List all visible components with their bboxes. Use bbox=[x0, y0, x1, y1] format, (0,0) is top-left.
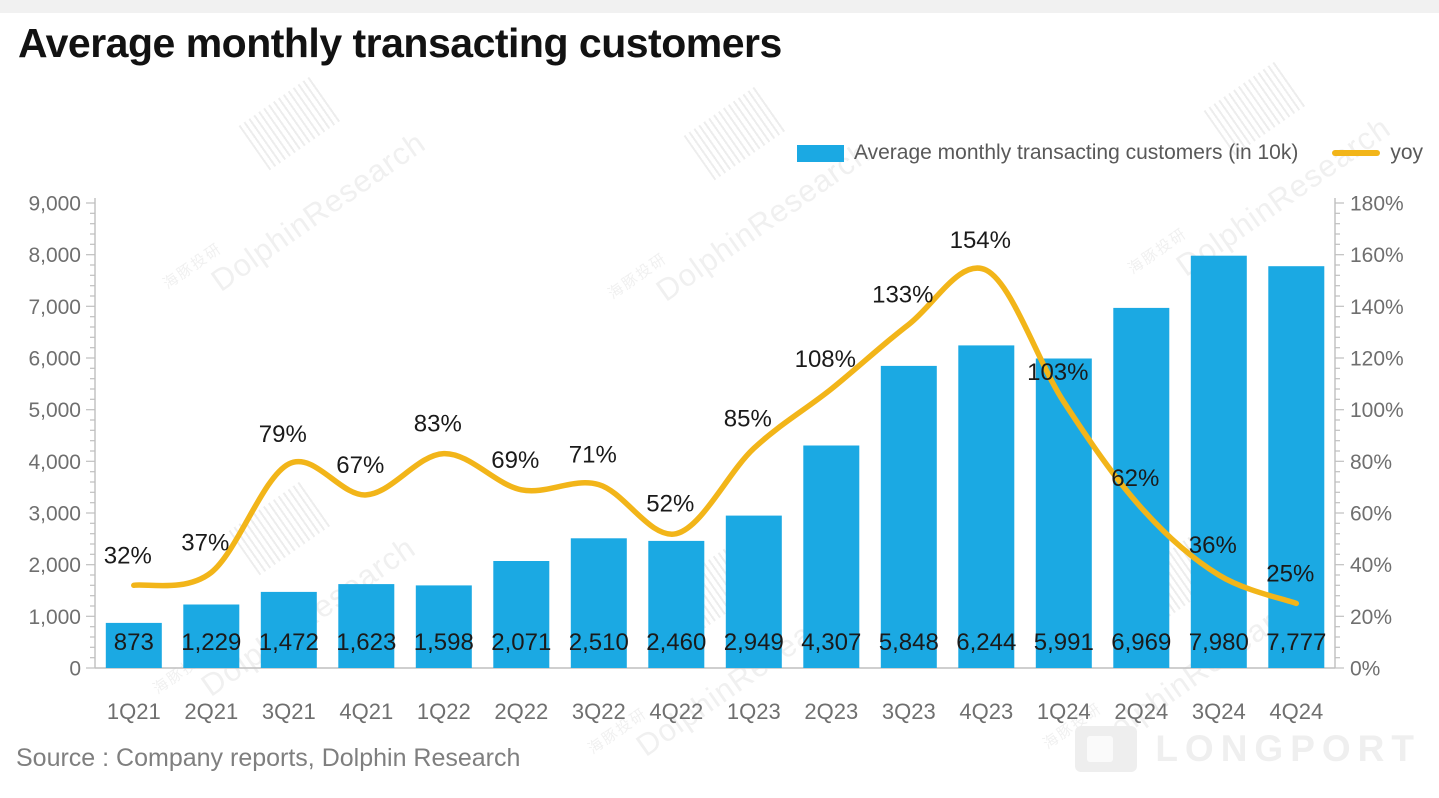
bar-3Q21 bbox=[260, 591, 317, 668]
yoy-point-label: 32% bbox=[104, 542, 152, 569]
bar-4Q23 bbox=[958, 345, 1015, 668]
yoy-point-label: 25% bbox=[1266, 560, 1314, 587]
bar-value-label: 1,229 bbox=[181, 629, 241, 656]
x-axis-category-label: 2Q21 bbox=[184, 699, 238, 724]
yoy-point-label: 79% bbox=[259, 421, 307, 448]
x-axis-category-label: 1Q23 bbox=[727, 699, 781, 724]
bar-value-label: 1,472 bbox=[259, 629, 319, 656]
x-axis-category-label: 3Q24 bbox=[1192, 699, 1246, 724]
yoy-point-label: 108% bbox=[795, 346, 856, 373]
right-axis-tick-label: 60% bbox=[1350, 503, 1392, 526]
bar-1Q22 bbox=[415, 585, 472, 668]
yoy-point-label: 154% bbox=[950, 227, 1011, 254]
bar-value-label: 2,071 bbox=[491, 629, 551, 656]
bar-4Q22 bbox=[648, 540, 705, 668]
legend-line-swatch bbox=[1332, 150, 1381, 156]
right-axis-tick-label: 180% bbox=[1350, 193, 1404, 216]
yoy-point-label: 103% bbox=[1027, 359, 1088, 386]
bar-1Q21 bbox=[105, 622, 162, 668]
bar-3Q23 bbox=[880, 365, 937, 668]
right-axis-tick-label: 100% bbox=[1350, 399, 1404, 422]
left-axis-tick-label: 1,000 bbox=[28, 606, 81, 629]
yoy-point-label: 69% bbox=[491, 447, 539, 474]
x-axis-category-label: 3Q22 bbox=[572, 699, 626, 724]
yoy-point-label: 83% bbox=[414, 411, 462, 438]
bar-value-label: 2,460 bbox=[646, 629, 706, 656]
right-axis-tick-label: 20% bbox=[1350, 606, 1392, 629]
bar-value-label: 5,848 bbox=[879, 629, 939, 656]
legend-bar-swatch bbox=[797, 144, 844, 162]
page-top-strip bbox=[0, 0, 1439, 13]
x-axis-category-label: 1Q21 bbox=[107, 699, 161, 724]
legend-bar-label: Average monthly transacting customers (i… bbox=[854, 141, 1299, 164]
x-axis-category-label: 3Q23 bbox=[882, 699, 936, 724]
bar-value-label: 6,244 bbox=[956, 629, 1016, 656]
bar-3Q24 bbox=[1190, 255, 1247, 668]
left-axis-tick-label: 0 bbox=[69, 658, 81, 681]
bar-value-label: 2,510 bbox=[569, 629, 629, 656]
yoy-point-label: 52% bbox=[646, 491, 694, 518]
yoy-point-label: 36% bbox=[1189, 532, 1237, 559]
bar-value-label: 2,949 bbox=[724, 629, 784, 656]
x-axis-category-label: 1Q22 bbox=[417, 699, 471, 724]
right-axis-tick-label: 140% bbox=[1350, 296, 1404, 319]
x-axis-category-label: 4Q24 bbox=[1269, 699, 1323, 724]
right-axis-tick-label: 0% bbox=[1350, 658, 1380, 681]
left-axis-tick-label: 4,000 bbox=[28, 451, 81, 474]
x-axis-category-label: 2Q23 bbox=[804, 699, 858, 724]
right-axis-tick-label: 120% bbox=[1350, 348, 1404, 371]
bar-value-label: 6,969 bbox=[1111, 629, 1171, 656]
bar-value-label: 873 bbox=[114, 629, 154, 656]
right-axis-tick-label: 40% bbox=[1350, 554, 1392, 577]
left-axis-tick-label: 9,000 bbox=[28, 193, 81, 216]
legend-line-label: yoy bbox=[1390, 141, 1423, 164]
left-axis-tick-label: 2,000 bbox=[28, 554, 81, 577]
x-axis-category-label: 4Q21 bbox=[339, 699, 393, 724]
chart-title: Average monthly transacting customers bbox=[18, 20, 782, 66]
bar-2Q22 bbox=[493, 561, 550, 668]
yoy-line bbox=[131, 265, 1300, 607]
bar-value-label: 7,980 bbox=[1189, 629, 1249, 656]
bar-4Q21 bbox=[338, 584, 395, 668]
x-axis-category-label: 4Q22 bbox=[649, 699, 703, 724]
bar-value-label: 1,598 bbox=[414, 629, 474, 656]
left-axis-tick-label: 5,000 bbox=[28, 399, 81, 422]
right-axis-tick-label: 80% bbox=[1350, 451, 1392, 474]
yoy-point-label: 37% bbox=[181, 529, 229, 556]
left-axis-tick-label: 3,000 bbox=[28, 503, 81, 526]
yoy-point-label: 71% bbox=[569, 442, 617, 469]
x-axis-category-label: 2Q24 bbox=[1114, 699, 1168, 724]
left-axis-tick-label: 7,000 bbox=[28, 296, 81, 319]
left-axis-tick-label: 6,000 bbox=[28, 348, 81, 371]
bar-value-label: 5,991 bbox=[1034, 629, 1094, 656]
yoy-point-label: 133% bbox=[872, 281, 933, 308]
yoy-point-label: 62% bbox=[1111, 465, 1159, 492]
right-axis-tick-label: 160% bbox=[1350, 244, 1404, 267]
bar-1Q23 bbox=[725, 515, 782, 668]
x-axis-category-label: 2Q22 bbox=[494, 699, 548, 724]
bar-value-label: 7,777 bbox=[1266, 629, 1326, 656]
left-axis-tick-label: 8,000 bbox=[28, 244, 81, 267]
bar-2Q23 bbox=[803, 445, 860, 668]
yoy-point-label: 85% bbox=[724, 405, 772, 432]
x-axis-category-label: 3Q21 bbox=[262, 699, 316, 724]
bar-3Q22 bbox=[570, 538, 627, 668]
source-note: Source : Company reports, Dolphin Resear… bbox=[16, 744, 521, 772]
yoy-point-label: 67% bbox=[336, 452, 384, 479]
legend: Average monthly transacting customers (i… bbox=[797, 136, 1423, 170]
bar-2Q21 bbox=[183, 604, 240, 668]
bar-value-label: 1,623 bbox=[336, 629, 396, 656]
bar-value-label: 4,307 bbox=[801, 629, 861, 656]
x-axis-category-label: 4Q23 bbox=[959, 699, 1013, 724]
bar-1Q24 bbox=[1035, 358, 1092, 668]
bar-4Q24 bbox=[1268, 266, 1325, 668]
x-axis-category-label: 1Q24 bbox=[1037, 699, 1091, 724]
